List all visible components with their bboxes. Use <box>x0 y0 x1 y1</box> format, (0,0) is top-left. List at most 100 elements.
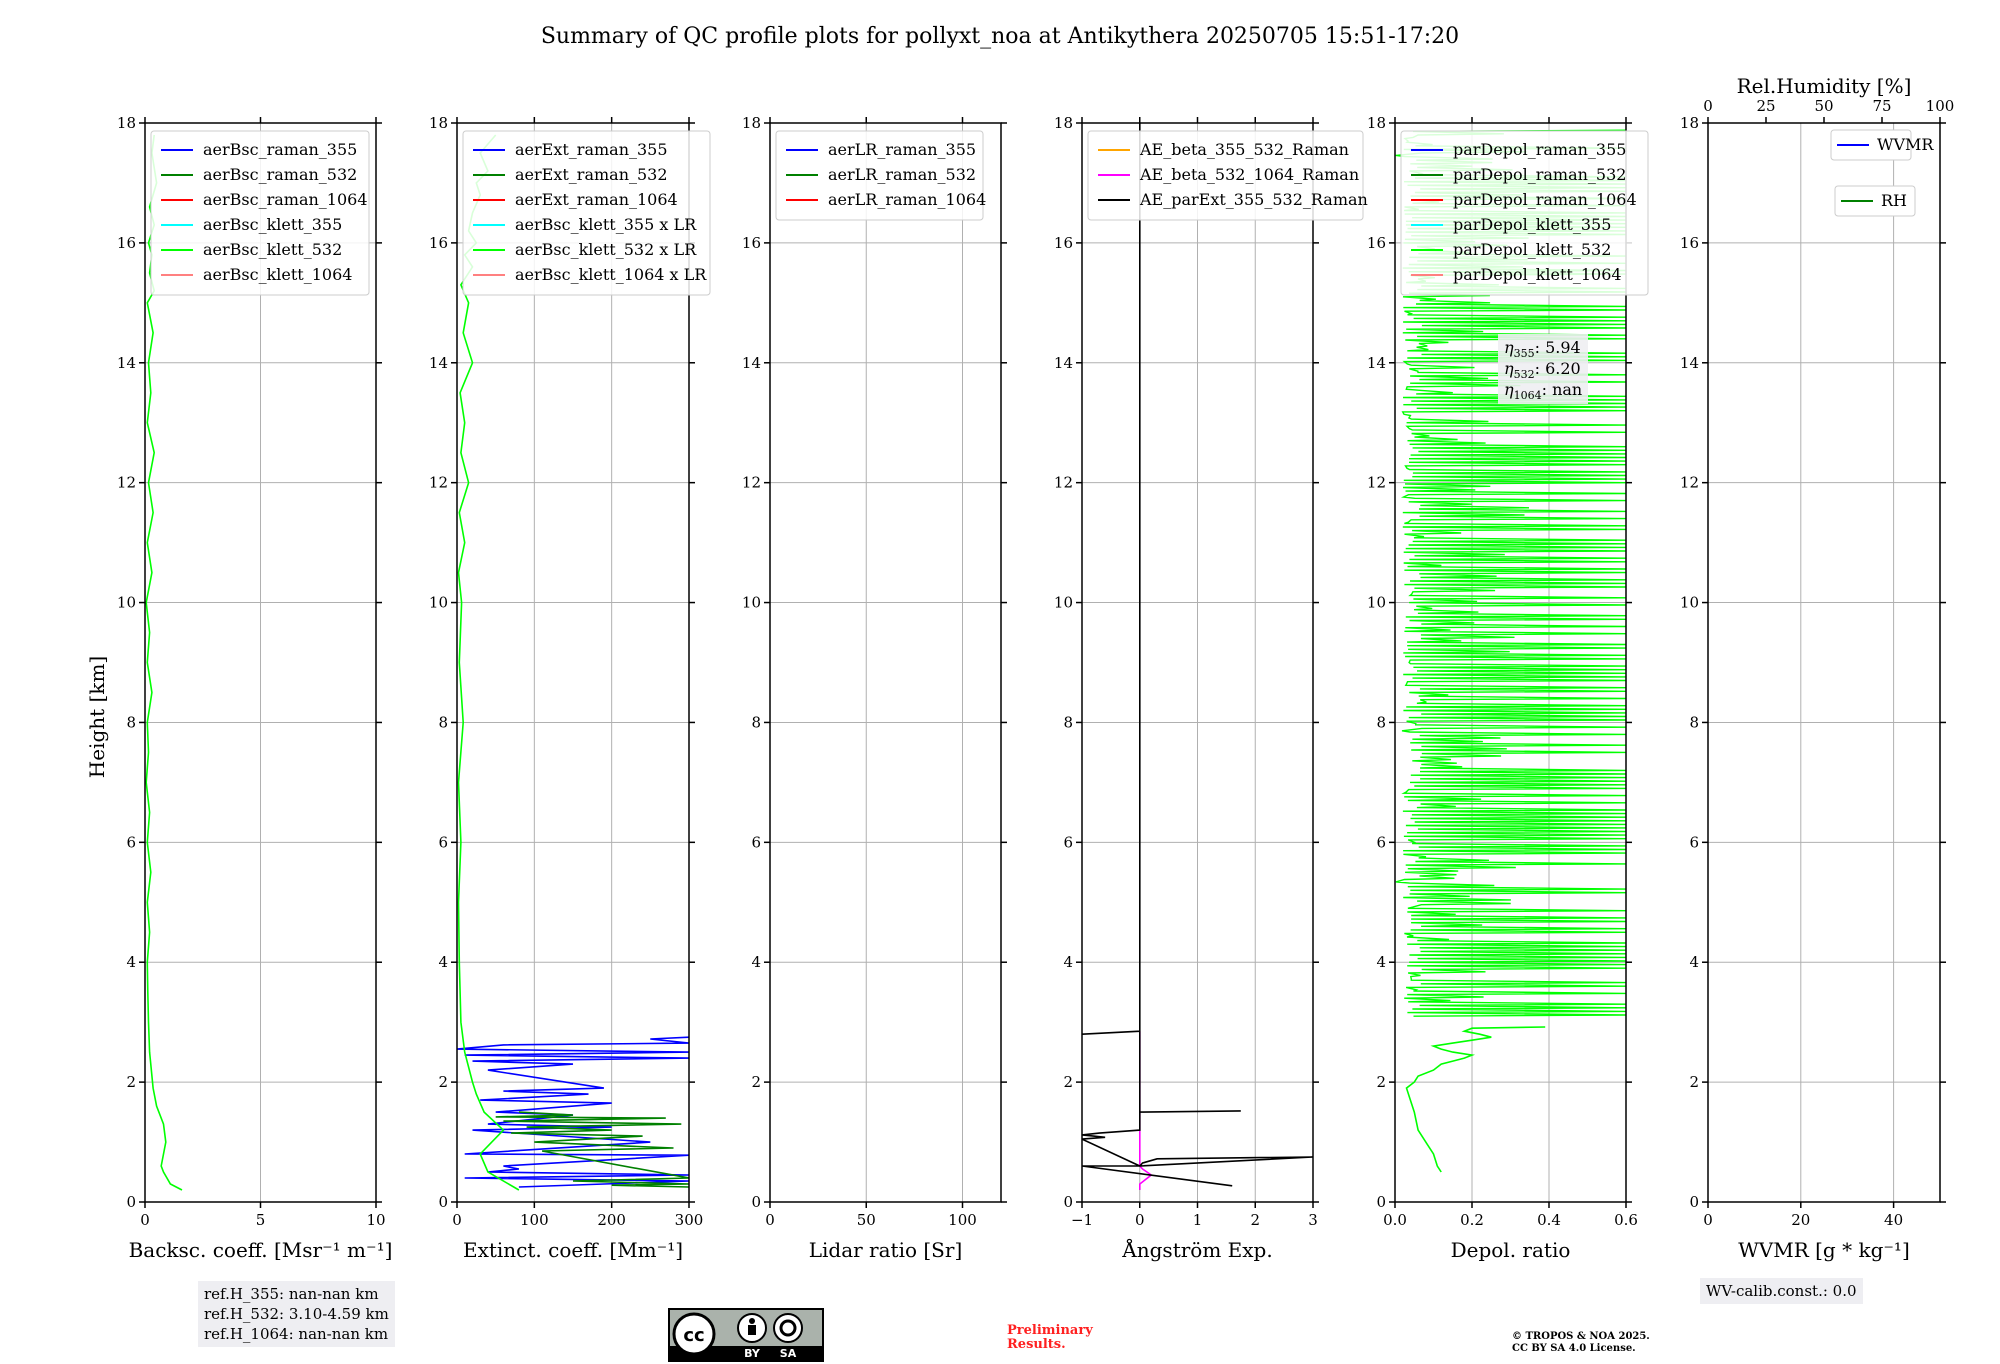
x-tick-label: 0.4 <box>1537 1211 1561 1229</box>
eta-1064-label: η1064: nan <box>1504 380 1582 402</box>
legend-entry: aerExt_raman_532 <box>515 165 668 184</box>
x-tick-label: 200 <box>597 1211 626 1229</box>
top-x-tick-label: 100 <box>1926 97 1955 115</box>
legend-entry: aerExt_raman_355 <box>515 140 668 159</box>
y-tick-label: 14 <box>1680 354 1699 372</box>
legend-box <box>150 130 370 296</box>
legend-entry: aerBsc_klett_532 x LR <box>515 240 697 259</box>
x-tick-label: 100 <box>948 1211 977 1229</box>
y-tick-label: 12 <box>117 474 136 492</box>
x-tick-label: 0 <box>1703 1211 1713 1229</box>
x-tick-label: 5 <box>256 1211 266 1229</box>
legend-entry: parDepol_raman_532 <box>1453 165 1626 184</box>
y-tick-label: 12 <box>1367 474 1386 492</box>
panel-frame <box>456 122 690 1203</box>
panel-2: 0 2 4 6 8 10 12 14 16 18 0 100 200 300 Extinct. coeff.… <box>429 114 711 1262</box>
y-tick-label: 14 <box>1054 354 1073 372</box>
y-axis-label: Height [km] <box>85 656 109 778</box>
y-tick-label: 0 <box>751 1193 761 1211</box>
x-axis-label: Depol. ratio <box>1451 1238 1571 1262</box>
legend-entry: aerBsc_klett_1064 <box>203 265 352 284</box>
y-tick-label: 16 <box>117 234 136 252</box>
legend-entry: parDepol_klett_532 <box>1453 240 1611 259</box>
y-tick-label: 4 <box>1063 953 1073 971</box>
legend-entry: aerLR_raman_532 <box>828 165 976 184</box>
preliminary-results-note: Preliminary Results. <box>1007 1324 1093 1352</box>
x-tick-label: 20 <box>1791 1211 1810 1229</box>
x-tick-label: 0.2 <box>1460 1211 1484 1229</box>
top-x-axis-label: Rel.Humidity [%] <box>1737 74 1912 98</box>
panel-frame <box>1707 122 1941 1203</box>
y-tick-label: 14 <box>117 354 136 372</box>
y-tick-label: 12 <box>742 474 761 492</box>
y-tick-label: 4 <box>1376 953 1386 971</box>
series-line-ae-beta-532-1064-raman <box>1139 1031 1153 1190</box>
top-x-tick-label: 25 <box>1756 97 1775 115</box>
x-tick-label: 50 <box>857 1211 876 1229</box>
legend-entry: aerBsc_raman_1064 <box>203 190 368 209</box>
y-tick-label: 16 <box>1367 234 1386 252</box>
eta-annotation-box <box>1498 334 1588 404</box>
legend-box <box>1400 130 1649 296</box>
refh-1064: ref.H_1064: nan-nan km <box>204 1325 389 1343</box>
eta-1064-value: nan <box>1552 380 1582 399</box>
y-tick-label: 2 <box>438 1073 448 1091</box>
copyright-note: © TROPOS & NOA 2025. CC BY SA 4.0 Licens… <box>1512 1331 1650 1355</box>
y-tick-label: 4 <box>438 953 448 971</box>
legend-entry: parDepol_klett_355 <box>1453 215 1611 234</box>
eta-355-value: 5.94 <box>1545 338 1581 357</box>
x-axis-label: Lidar ratio [Sr] <box>809 1238 963 1262</box>
wv-calib-const: WV-calib.const.: 0.0 <box>1706 1282 1857 1300</box>
legend-box <box>775 130 984 221</box>
y-tick-label: 8 <box>1376 713 1386 731</box>
y-tick-label: 2 <box>1689 1073 1699 1091</box>
series-line-aerext-raman-355 <box>457 1036 689 1188</box>
legend-entry: aerBsc_klett_1064 x LR <box>515 265 707 284</box>
cc-logo-icon: cc BY SA <box>670 1310 822 1360</box>
series-line-aerext-raman-532 <box>495 1111 689 1188</box>
y-tick-label: 8 <box>438 713 448 731</box>
y-tick-label: 16 <box>429 234 448 252</box>
y-tick-label: 4 <box>1689 953 1699 971</box>
legend-entry: WVMR <box>1877 135 1934 154</box>
y-tick-label: 16 <box>742 234 761 252</box>
y-tick-label: 6 <box>1063 833 1073 851</box>
x-axis-label: Backsc. coeff. [Msr⁻¹ m⁻¹] <box>129 1238 393 1262</box>
top-x-tick-label: 75 <box>1872 97 1891 115</box>
panel-1: 0 2 4 6 8 10 12 14 16 18 0 5 10 Backsc. coeff. [Msr⁻¹… <box>117 114 392 1262</box>
legend-entry: parDepol_klett_1064 <box>1453 265 1622 284</box>
legend-entry: aerBsc_raman_355 <box>203 140 357 159</box>
panel-frame <box>1081 122 1314 1203</box>
legend-entry: aerBsc_klett_355 x LR <box>515 215 697 234</box>
y-tick-label: 2 <box>1063 1073 1073 1091</box>
top-x-tick-label: 0 <box>1703 97 1713 115</box>
y-tick-label: 12 <box>429 474 448 492</box>
panel-frame <box>144 122 377 1203</box>
x-axis-label: Extinct. coeff. [Mm⁻¹] <box>463 1238 683 1262</box>
series-group <box>1082 123 1313 1190</box>
y-tick-label: 12 <box>1680 474 1699 492</box>
y-tick-label: 14 <box>742 354 761 372</box>
legend-entry: aerLR_raman_355 <box>828 140 976 159</box>
x-tick-label: 0 <box>140 1211 150 1229</box>
cc-license-badge: cc BY SA <box>668 1308 824 1362</box>
y-tick-label: 0 <box>1689 1193 1699 1211</box>
x-tick-label: 3 <box>1308 1211 1318 1229</box>
series-group <box>145 134 183 1191</box>
y-tick-label: 0 <box>438 1193 448 1211</box>
y-tick-label: 16 <box>1054 234 1073 252</box>
y-tick-label: 18 <box>429 114 448 132</box>
x-tick-label: 100 <box>520 1211 549 1229</box>
legend-entry: aerBsc_raman_532 <box>203 165 357 184</box>
y-tick-label: 2 <box>126 1073 136 1091</box>
y-tick-label: 10 <box>1054 594 1073 612</box>
y-tick-label: 0 <box>126 1193 136 1211</box>
y-tick-label: 4 <box>751 953 761 971</box>
legend-entry: AE_beta_532_1064_Raman <box>1139 165 1359 184</box>
y-tick-label: 6 <box>751 833 761 851</box>
x-tick-label: 40 <box>1884 1211 1903 1229</box>
y-tick-label: 6 <box>126 833 136 851</box>
